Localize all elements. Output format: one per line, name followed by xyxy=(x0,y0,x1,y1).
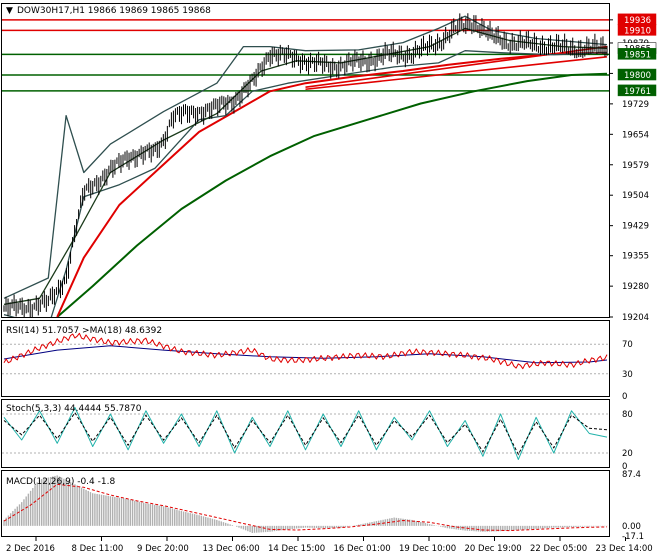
x-tick-label: 14 Dec 15:00 xyxy=(268,544,325,554)
price-label-resistance: 19910 xyxy=(624,26,651,36)
macd-pane-frame xyxy=(1,470,610,537)
collapse-arrow-icon[interactable]: ▼ xyxy=(6,6,13,16)
chart-title: DOW30H17,H1 19866 19869 19865 19868 xyxy=(17,6,211,16)
stoch-y-label: 80 xyxy=(622,410,633,420)
price-label-resistance: 19936 xyxy=(624,16,651,26)
rsi-plot-area xyxy=(2,332,609,375)
x-tick-label: 20 Dec 19:00 xyxy=(465,544,522,554)
price-label-box xyxy=(617,68,657,81)
y-tick-label: 19429 xyxy=(622,222,649,232)
x-tick-label: 13 Dec 06:00 xyxy=(203,544,260,554)
axis-labels: 19204 19280 19355 19429 19504 19579 19654 19729… xyxy=(6,13,657,554)
rsi-line xyxy=(3,332,608,370)
ema-mid-line xyxy=(56,51,608,317)
macd-signal-line xyxy=(3,483,608,532)
y-tick-label: 19729 xyxy=(622,100,649,110)
y-tick-label: 19204 xyxy=(622,313,649,323)
y-tick-label: 19280 xyxy=(622,282,649,292)
stoch-plot-area xyxy=(2,407,609,460)
stoch-y-label: 20 xyxy=(622,449,633,459)
stoch-signal-line xyxy=(3,411,608,456)
x-tick-label: 16 Dec 01:00 xyxy=(334,544,391,554)
macd-y-label: 87.4 xyxy=(622,470,641,480)
price-label-box xyxy=(617,84,657,97)
stoch-y-label: 0 xyxy=(622,462,627,472)
stoch-main-line xyxy=(3,407,608,460)
y-tick-label: 19504 xyxy=(622,191,649,201)
y-tick-label: 19355 xyxy=(622,252,649,262)
ema-slow-line xyxy=(56,72,608,317)
price-label-box xyxy=(617,24,657,36)
macd-y-label: -17.1 xyxy=(622,532,644,542)
price-label-box xyxy=(617,48,657,60)
main-pane-frame xyxy=(1,3,610,318)
stoch-title: Stoch(5,3,3) 44.4444 55.7870 xyxy=(6,404,142,414)
price-label-support: 19761 xyxy=(624,87,651,97)
price-label-support: 19800 xyxy=(624,71,651,81)
bollinger-lower-line xyxy=(3,50,608,317)
rsi-y-label: 30 xyxy=(622,370,633,380)
rsi-title: RSI(14) 51.7057 >MA(18) 48.6392 xyxy=(6,326,162,336)
x-tick-label: 19 Dec 10:00 xyxy=(399,544,456,554)
x-tick-label: 2 Dec 2016 xyxy=(6,544,55,554)
macd-plot-area xyxy=(3,475,608,533)
x-tick-label: 23 Dec 14:00 xyxy=(596,544,653,554)
x-tick-label: 9 Dec 20:00 xyxy=(137,544,189,554)
rsi-y-label: 0 xyxy=(622,392,627,402)
macd-title: MACD(12,26,9) -0.4 -1.8 xyxy=(6,477,115,487)
price-label-support: 19851 xyxy=(624,50,651,60)
x-tick-label: 8 Dec 11:00 xyxy=(72,544,124,554)
main-plot-area xyxy=(2,13,609,317)
macd-y-label: 0.00 xyxy=(622,522,641,532)
y-tick-label: 19654 xyxy=(622,130,649,140)
y-tick-label: 19579 xyxy=(622,161,649,171)
rsi-y-label: 70 xyxy=(622,340,633,350)
x-tick-label: 22 Dec 05:00 xyxy=(530,544,587,554)
trend-line-1 xyxy=(305,55,608,91)
